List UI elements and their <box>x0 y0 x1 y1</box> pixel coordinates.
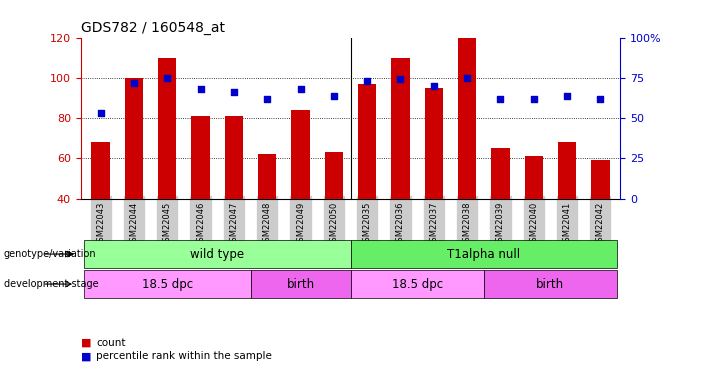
Point <box>261 96 273 102</box>
Bar <box>558 142 576 199</box>
Point <box>328 93 339 99</box>
Text: 18.5 dpc: 18.5 dpc <box>392 278 443 291</box>
Point <box>428 83 440 89</box>
Point <box>95 110 107 116</box>
Point <box>162 75 173 81</box>
Text: genotype/variation: genotype/variation <box>4 249 96 259</box>
Text: wild type: wild type <box>190 248 244 261</box>
Bar <box>292 110 310 199</box>
Text: T1alpha null: T1alpha null <box>447 248 520 261</box>
Point <box>461 75 472 81</box>
Point <box>395 76 406 82</box>
Text: birth: birth <box>536 278 564 291</box>
Point <box>362 78 373 84</box>
Point <box>195 86 206 92</box>
Bar <box>458 38 476 199</box>
Bar <box>391 58 409 199</box>
Bar <box>491 148 510 199</box>
Bar <box>358 84 376 199</box>
Bar <box>591 160 610 199</box>
Point <box>128 80 139 86</box>
Text: 18.5 dpc: 18.5 dpc <box>142 278 193 291</box>
Point <box>594 96 606 102</box>
Point <box>295 86 306 92</box>
Bar <box>125 78 143 199</box>
Bar <box>225 116 243 199</box>
Point <box>562 93 573 99</box>
Bar <box>91 142 110 199</box>
Point <box>528 96 539 102</box>
Point <box>495 96 506 102</box>
Bar <box>158 58 177 199</box>
Text: birth: birth <box>287 278 315 291</box>
Text: ■: ■ <box>81 351 91 361</box>
Bar <box>524 156 543 199</box>
Bar <box>425 88 443 199</box>
Bar <box>191 116 210 199</box>
Bar <box>325 152 343 199</box>
Bar <box>258 154 276 199</box>
Point <box>229 89 240 95</box>
Text: ■: ■ <box>81 338 91 348</box>
Text: development stage: development stage <box>4 279 98 289</box>
Text: count: count <box>96 338 125 348</box>
Text: percentile rank within the sample: percentile rank within the sample <box>96 351 272 361</box>
Text: GDS782 / 160548_at: GDS782 / 160548_at <box>81 21 224 35</box>
